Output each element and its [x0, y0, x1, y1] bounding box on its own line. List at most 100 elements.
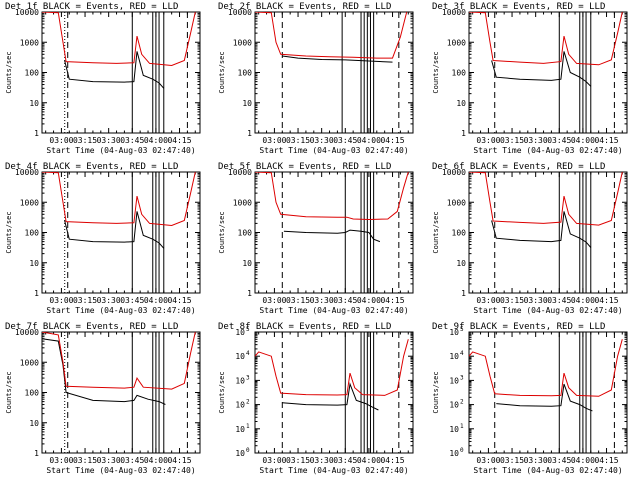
x-tick-label: 03:30	[97, 136, 121, 145]
x-tick-label: 03:00	[49, 456, 73, 465]
y-tick-label: 10	[29, 419, 39, 428]
x-tick-label: 03:00	[262, 456, 286, 465]
y-tick-label: 10000	[228, 8, 252, 17]
x-tick-label: 04:00	[144, 456, 168, 465]
series-line-lld	[42, 332, 196, 390]
y-axis-label: Counts/sec	[218, 51, 226, 93]
x-tick-label: 03:45	[333, 456, 357, 465]
x-tick-label: 03:45	[547, 456, 571, 465]
x-tick-label: 04:00	[357, 136, 381, 145]
y-axis-label: Counts/sec	[218, 371, 226, 413]
x-tick-label: 03:00	[476, 456, 500, 465]
y-tick-label: 1	[34, 449, 39, 458]
x-tick-label: 03:45	[120, 136, 144, 145]
y-tick-label: 10	[449, 425, 459, 434]
y-tick-label: 10	[242, 259, 252, 268]
x-tick-label: 03:30	[524, 456, 548, 465]
x-tick-label: 03:30	[310, 296, 334, 305]
x-tick-label: 03:15	[73, 296, 97, 305]
chart-panel-5f: Det 5f BLACK = Events, RED = LLD 1 10 100 10…	[218, 162, 414, 315]
y-tick-label: 10000	[228, 168, 252, 177]
chart-title: Det 9f BLACK = Events, RED = LLD	[432, 322, 605, 332]
y-axis-label: Counts/sec	[432, 371, 440, 413]
y-tick-label: 100	[25, 389, 40, 398]
y-tick-label: 1	[461, 129, 466, 138]
x-tick-label: 03:00	[49, 296, 73, 305]
x-tick-label: 03:15	[500, 136, 524, 145]
y-tick-exponent: 2	[246, 399, 250, 406]
y-tick-exponent: 4	[246, 350, 250, 357]
x-tick-label: 03:15	[286, 456, 310, 465]
y-axis-label: Counts/sec	[432, 51, 440, 93]
y-tick-label: 10	[29, 99, 39, 108]
y-tick-label: 100	[452, 69, 467, 78]
x-tick-label: 03:30	[97, 296, 121, 305]
chart-title: Det 3f BLACK = Events, RED = LLD	[432, 2, 605, 12]
series-line-events	[64, 51, 165, 89]
series-line-lld	[255, 12, 408, 59]
x-axis-label: Start Time (04-Aug-03 02:47:40)	[473, 306, 622, 315]
chart-title: Det 5f BLACK = Events, RED = LLD	[218, 162, 391, 172]
y-axis-label: Counts/sec	[5, 211, 13, 253]
chart-panel-1f: Det 1f BLACK = Events, RED = LLD 1 10 100 10…	[5, 2, 201, 155]
y-tick-label: 10	[449, 352, 459, 361]
series-line-lld	[469, 172, 623, 226]
x-tick-label: 04:15	[380, 296, 404, 305]
chart-title: Det 2f BLACK = Events, RED = LLD	[218, 2, 391, 12]
plot-frame	[41, 11, 201, 134]
x-axis-label: Start Time (04-Aug-03 02:47:40)	[473, 466, 622, 475]
y-tick-exponent: 5	[246, 326, 250, 333]
y-tick-label: 10	[449, 328, 459, 337]
chart-title: Det 4f BLACK = Events, RED = LLD	[5, 162, 178, 172]
y-tick-label: 1	[461, 289, 466, 298]
y-axis-label: Counts/sec	[432, 211, 440, 253]
series-line-lld	[42, 172, 196, 227]
y-tick-exponent: 1	[460, 423, 464, 430]
y-tick-exponent: 4	[460, 350, 464, 357]
y-tick-label: 10000	[15, 168, 39, 177]
y-tick-label: 10	[456, 99, 466, 108]
x-tick-label: 04:15	[594, 136, 618, 145]
x-tick-label: 04:15	[380, 136, 404, 145]
y-tick-label: 1	[247, 289, 252, 298]
y-tick-label: 1000	[20, 198, 39, 207]
y-tick-label: 10	[235, 425, 245, 434]
y-tick-exponent: 3	[246, 374, 250, 381]
plot-area	[469, 172, 623, 293]
x-tick-label: 03:15	[73, 136, 97, 145]
y-tick-exponent: 0	[246, 447, 250, 454]
y-tick-label: 100	[238, 229, 253, 238]
y-tick-label: 10	[235, 352, 245, 361]
x-axis-label: Start Time (04-Aug-03 02:47:40)	[46, 146, 195, 155]
plot-frame	[468, 331, 628, 454]
y-axis-label: Counts/sec	[218, 211, 226, 253]
y-tick-label: 10	[29, 259, 39, 268]
series-line-events	[491, 211, 592, 248]
y-tick-label: 100	[238, 69, 253, 78]
x-tick-label: 03:30	[524, 296, 548, 305]
y-tick-label: 10000	[442, 168, 466, 177]
plot-area	[469, 332, 623, 453]
y-tick-label: 1000	[447, 198, 466, 207]
series-line-events	[64, 211, 165, 249]
x-tick-label: 03:15	[73, 456, 97, 465]
y-tick-label: 10	[235, 328, 245, 337]
x-tick-label: 03:30	[97, 456, 121, 465]
x-tick-label: 04:15	[167, 136, 191, 145]
series-line-lld	[469, 339, 623, 397]
series-line-events	[491, 51, 592, 87]
x-tick-label: 04:00	[144, 296, 168, 305]
plot-area	[255, 332, 409, 453]
x-tick-label: 03:45	[333, 136, 357, 145]
plot-frame	[468, 171, 628, 294]
x-tick-label: 03:45	[120, 296, 144, 305]
x-tick-label: 04:00	[357, 296, 381, 305]
y-tick-label: 10	[449, 449, 459, 458]
x-axis-label: Start Time (04-Aug-03 02:47:40)	[259, 306, 408, 315]
x-tick-label: 03:00	[262, 296, 286, 305]
x-tick-label: 04:15	[167, 296, 191, 305]
chart-panel-7f: Det 7f BLACK = Events, RED = LLD 1 10 100 10…	[5, 322, 201, 475]
chart-title: Det 1f BLACK = Events, RED = LLD	[5, 2, 178, 12]
